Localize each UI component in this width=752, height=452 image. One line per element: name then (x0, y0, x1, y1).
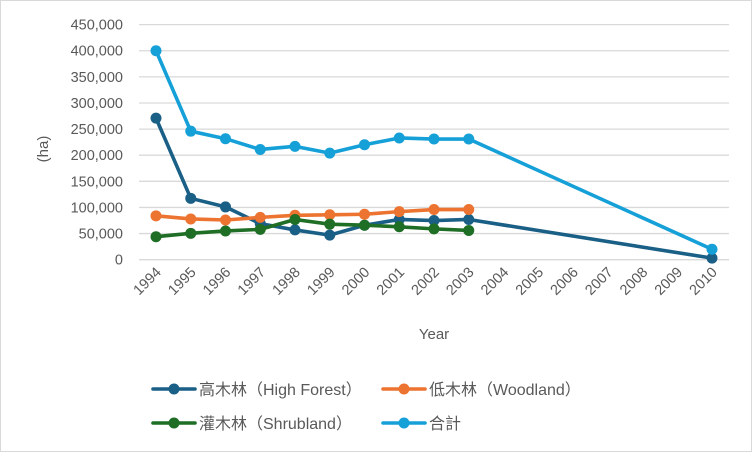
legend-label: 高木林（High Forest） (199, 381, 362, 399)
y-tick-label: 450,000 (71, 18, 123, 34)
x-tick-label: 2001 (374, 265, 408, 299)
x-tick-label: 1998 (270, 265, 304, 299)
data-point (185, 192, 197, 204)
y-tick-label: 200,000 (71, 148, 123, 164)
x-axis-label: Year (419, 326, 449, 343)
y-axis-label: (ha) (35, 136, 52, 163)
data-point (220, 214, 231, 226)
data-point (359, 208, 370, 220)
data-point (393, 132, 405, 144)
data-point (289, 224, 301, 236)
x-tick-label: 1997 (235, 265, 269, 299)
x-tick-label: 2003 (443, 265, 477, 299)
data-point (150, 112, 162, 124)
legend-item: 灌木林（Shrubland） (151, 415, 352, 433)
x-tick-label: 1996 (200, 265, 234, 299)
x-tick-label: 1995 (165, 265, 199, 299)
y-tick-label: 100,000 (71, 200, 123, 216)
legend-item: 高木林（High Forest） (151, 381, 362, 399)
x-tick-label: 2006 (548, 265, 582, 299)
data-point (428, 204, 440, 216)
legend-label: 低木林（Woodland） (429, 381, 581, 399)
series-line (155, 217, 469, 239)
data-point (150, 231, 162, 243)
data-point (428, 223, 440, 235)
y-tick-label: 50,000 (79, 227, 123, 243)
legend: 高木林（High Forest） 低木林（Woodland） 灌木林（Shrubla… (151, 381, 581, 433)
x-tick-label: 2010 (687, 265, 721, 299)
data-point (254, 211, 266, 223)
series-line (155, 207, 469, 222)
x-tick-label: 2004 (478, 265, 512, 299)
legend-marker (168, 417, 180, 429)
x-tick-label: 1994 (131, 265, 165, 299)
y-tick-label: 250,000 (71, 122, 123, 138)
data-point (393, 206, 405, 218)
data-point (324, 147, 336, 159)
data-point (324, 218, 336, 230)
data-point (324, 229, 336, 241)
legend-marker (168, 383, 180, 395)
data-point (185, 213, 197, 225)
data-point (428, 133, 440, 145)
data-point (463, 204, 475, 216)
data-point (706, 252, 718, 264)
legend-item: 低木林（Woodland） (381, 381, 581, 399)
legend-marker (398, 417, 410, 429)
data-point (463, 133, 475, 145)
data-point (289, 140, 301, 152)
data-point (359, 219, 370, 231)
legend-label: 灌木林（Shrubland） (199, 415, 352, 433)
y-tick-label: 150,000 (71, 174, 123, 190)
data-point (150, 45, 162, 57)
data-point (359, 139, 370, 151)
x-tick-label: 2000 (339, 265, 373, 299)
data-point (254, 223, 266, 235)
x-tick-label: 2005 (513, 265, 547, 299)
x-tick-label: 2007 (582, 265, 616, 299)
data-point (220, 133, 231, 145)
x-tick-label: 1999 (304, 265, 338, 299)
data-point (254, 143, 266, 155)
x-tick-label: 2009 (652, 265, 686, 299)
data-point (463, 213, 475, 225)
legend-item: 合計 (381, 415, 461, 433)
y-tick-label: 0 (115, 253, 123, 269)
data-point (706, 243, 718, 255)
data-point (220, 201, 231, 213)
data-point (428, 215, 440, 227)
data-point (185, 227, 197, 239)
data-point (220, 225, 231, 237)
x-tick-label: 2002 (409, 265, 443, 299)
y-tick-label: 350,000 (71, 70, 123, 86)
data-point (150, 210, 162, 222)
y-tick-label: 400,000 (71, 44, 123, 60)
x-tick-label: 2008 (617, 265, 651, 299)
y-tick-label: 300,000 (71, 96, 123, 112)
data-point (393, 221, 405, 233)
legend-label: 合計 (429, 415, 461, 433)
data-point (185, 125, 197, 137)
legend-marker (398, 383, 410, 395)
data-point (324, 209, 336, 221)
data-point (463, 224, 475, 236)
data-point (289, 213, 301, 225)
